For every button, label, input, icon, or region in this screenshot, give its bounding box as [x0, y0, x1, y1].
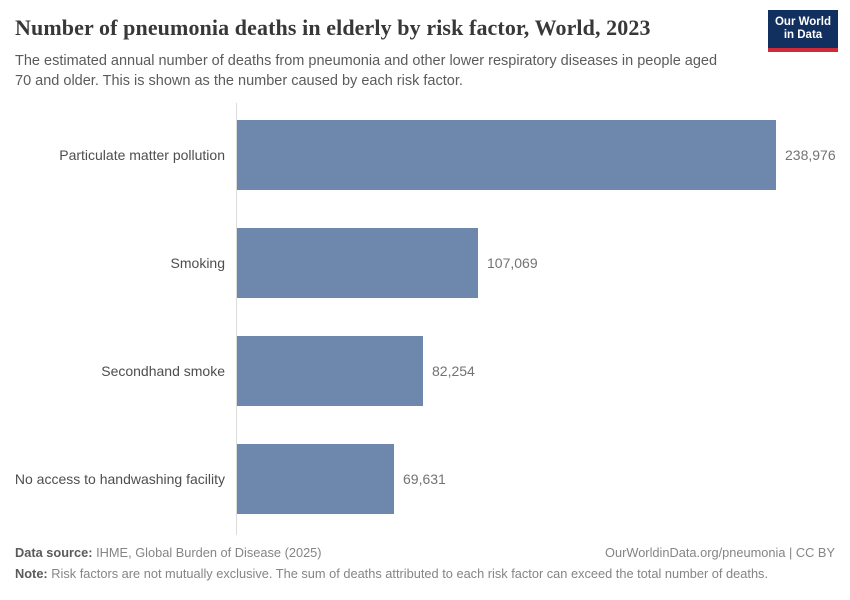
category-label: Smoking	[170, 254, 225, 271]
bar[interactable]	[237, 228, 478, 298]
category-label: Particulate matter pollution	[59, 146, 225, 163]
value-label: 82,254	[432, 363, 475, 379]
y-axis-line	[236, 103, 237, 535]
page-title: Number of pneumonia deaths in elderly by…	[15, 15, 651, 40]
bar-chart: Particulate matter pollution 238,976 Smoki…	[0, 103, 850, 535]
bar[interactable]	[237, 336, 423, 406]
data-source-text: IHME, Global Burden of Disease (2025)	[92, 545, 322, 560]
chart-note: Note: Risk factors are not mutually excl…	[15, 566, 835, 581]
note-text: Risk factors are not mutually exclusive.…	[47, 566, 769, 581]
chart-footer: Data source: IHME, Global Burden of Dise…	[15, 545, 835, 581]
owid-logo-line1: Our World	[774, 15, 831, 28]
category-label: Secondhand smoke	[101, 362, 225, 379]
note-label: Note:	[15, 566, 48, 581]
value-label: 238,976	[785, 147, 836, 163]
bar[interactable]	[237, 444, 394, 514]
owid-logo-line2: in Data	[783, 29, 823, 41]
owid-logo: Our World in Data	[768, 10, 838, 52]
value-label: 69,631	[403, 471, 446, 487]
chart-subtitle: The estimated annual number of deaths fr…	[15, 51, 717, 91]
chart-subtitle-line1: The estimated annual number of deaths fr…	[15, 53, 718, 69]
chart-subtitle-line2: 70 and older. This is shown as the numbe…	[15, 73, 463, 89]
value-label: 107,069	[487, 255, 538, 271]
category-label: No access to handwashing facility	[14, 470, 225, 487]
data-source-label: Data source:	[15, 545, 93, 560]
data-source: Data source: IHME, Global Burden of Dise…	[15, 545, 322, 560]
attribution-link[interactable]: OurWorldinData.org/pneumonia | CC BY	[605, 545, 835, 560]
bar[interactable]	[237, 120, 776, 190]
